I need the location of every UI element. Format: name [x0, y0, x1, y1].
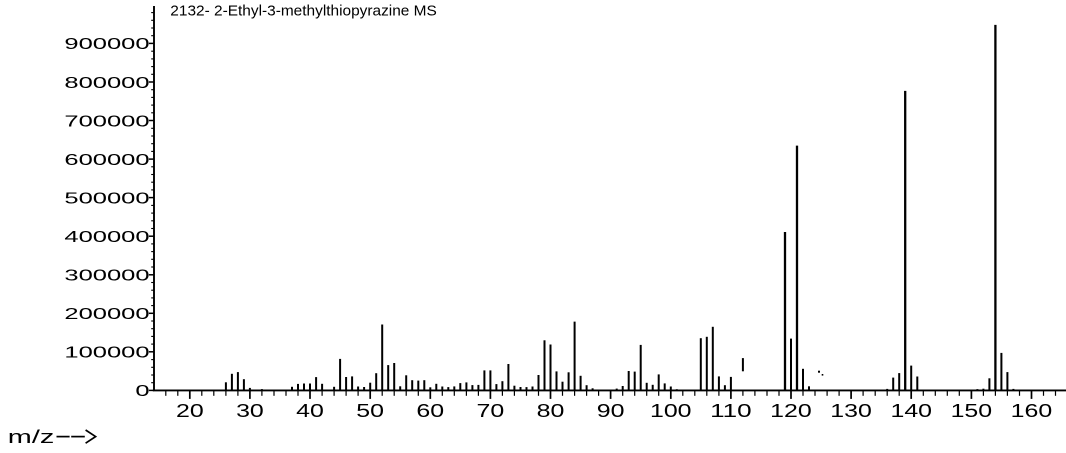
- svg-text:0: 0: [135, 383, 150, 400]
- svg-text:100: 100: [650, 400, 692, 421]
- svg-text:m/z: m/z: [8, 426, 55, 447]
- svg-text:300000: 300000: [64, 268, 150, 285]
- svg-text:600000: 600000: [64, 152, 150, 169]
- svg-text:100000: 100000: [64, 345, 150, 362]
- svg-text:60: 60: [416, 400, 444, 421]
- svg-text:140: 140: [891, 400, 933, 421]
- svg-text:500000: 500000: [64, 190, 150, 207]
- svg-text:90: 90: [597, 400, 625, 421]
- svg-text:400000: 400000: [64, 229, 150, 246]
- svg-text:20: 20: [176, 400, 204, 421]
- svg-text:30: 30: [236, 400, 264, 421]
- svg-text:800000: 800000: [64, 75, 150, 92]
- svg-text:700000: 700000: [64, 113, 150, 130]
- svg-text:40: 40: [296, 400, 324, 421]
- svg-text:70: 70: [477, 400, 505, 421]
- svg-text:2132- 2-Ethyl-3-methylthiopyra: 2132- 2-Ethyl-3-methylthiopyrazine MS: [170, 4, 437, 20]
- svg-text:150: 150: [951, 400, 993, 421]
- svg-text:110: 110: [710, 400, 752, 421]
- svg-text:50: 50: [356, 400, 384, 421]
- svg-text:160: 160: [1011, 400, 1052, 421]
- svg-text:200000: 200000: [64, 306, 150, 323]
- svg-text:120: 120: [770, 400, 812, 421]
- svg-text:900000: 900000: [64, 36, 150, 53]
- svg-text:130: 130: [830, 400, 872, 421]
- svg-text:80: 80: [537, 400, 565, 421]
